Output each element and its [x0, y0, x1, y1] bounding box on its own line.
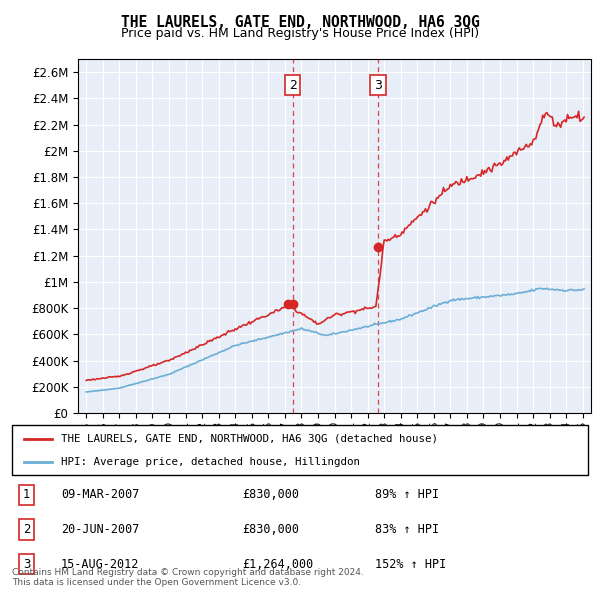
Text: 2: 2 [289, 78, 296, 91]
Text: THE LAURELS, GATE END, NORTHWOOD, HA6 3QG (detached house): THE LAURELS, GATE END, NORTHWOOD, HA6 3Q… [61, 434, 438, 444]
Text: THE LAURELS, GATE END, NORTHWOOD, HA6 3QG: THE LAURELS, GATE END, NORTHWOOD, HA6 3Q… [121, 15, 479, 30]
Text: £830,000: £830,000 [242, 488, 299, 501]
Text: £830,000: £830,000 [242, 523, 299, 536]
Text: Contains HM Land Registry data © Crown copyright and database right 2024.: Contains HM Land Registry data © Crown c… [12, 568, 364, 577]
Text: 2: 2 [23, 523, 30, 536]
Text: 152% ↑ HPI: 152% ↑ HPI [375, 558, 446, 571]
Text: Price paid vs. HM Land Registry's House Price Index (HPI): Price paid vs. HM Land Registry's House … [121, 27, 479, 40]
Text: 3: 3 [374, 78, 382, 91]
Text: 89% ↑ HPI: 89% ↑ HPI [375, 488, 439, 501]
Text: 1: 1 [23, 488, 30, 501]
Text: 09-MAR-2007: 09-MAR-2007 [61, 488, 139, 501]
Text: 83% ↑ HPI: 83% ↑ HPI [375, 523, 439, 536]
FancyBboxPatch shape [12, 425, 588, 475]
Text: HPI: Average price, detached house, Hillingdon: HPI: Average price, detached house, Hill… [61, 457, 360, 467]
Text: 20-JUN-2007: 20-JUN-2007 [61, 523, 139, 536]
Text: £1,264,000: £1,264,000 [242, 558, 314, 571]
Text: 3: 3 [23, 558, 30, 571]
Text: This data is licensed under the Open Government Licence v3.0.: This data is licensed under the Open Gov… [12, 578, 301, 587]
Text: 15-AUG-2012: 15-AUG-2012 [61, 558, 139, 571]
